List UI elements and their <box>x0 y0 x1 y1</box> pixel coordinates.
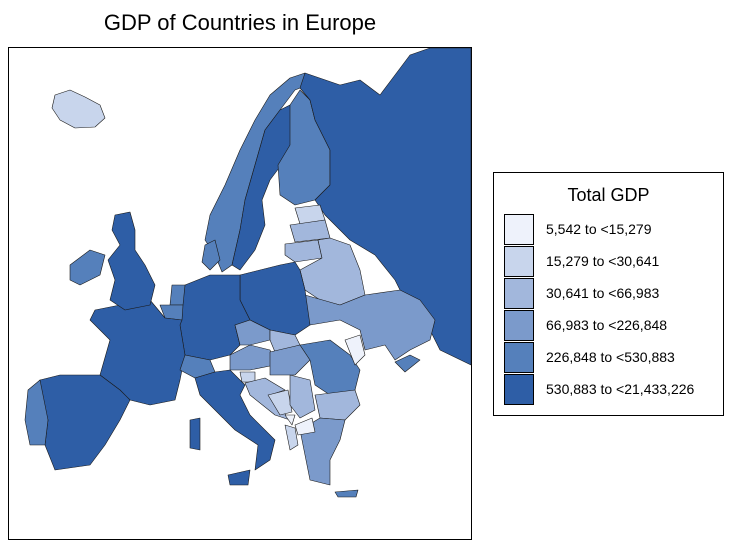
legend-label: 226,848 to <530,883 <box>546 349 675 365</box>
legend-item: 226,848 to <530,883 <box>504 341 675 373</box>
legend-swatch <box>504 309 534 341</box>
legend-item: 30,641 to <66,983 <box>504 277 659 309</box>
legend-title: Total GDP <box>567 185 650 205</box>
legend-item: 5,542 to <15,279 <box>504 213 652 245</box>
legend-label: 30,641 to <66,983 <box>546 285 660 301</box>
legend-swatch <box>504 341 534 373</box>
country <box>344 334 366 366</box>
country <box>284 239 323 263</box>
country <box>267 389 293 416</box>
country <box>394 354 421 373</box>
legend-label: 5,542 to <15,279 <box>546 221 652 237</box>
legend-label: 530,883 to <21,433,226 <box>546 381 695 397</box>
country <box>229 344 276 371</box>
country <box>304 289 436 361</box>
legend-label: 66,983 to <226,848 <box>546 317 668 333</box>
country <box>299 417 346 486</box>
country <box>284 414 296 426</box>
country <box>39 374 131 471</box>
country <box>89 299 186 406</box>
country <box>169 284 186 306</box>
country <box>51 89 106 129</box>
country <box>69 249 106 286</box>
legend-swatch <box>504 245 534 277</box>
legend-swatch <box>504 213 534 245</box>
legend-item: 66,983 to <226,848 <box>504 309 667 341</box>
country <box>189 417 201 451</box>
country <box>294 417 316 436</box>
country <box>269 344 311 376</box>
country <box>284 424 299 451</box>
legend-swatch <box>504 277 534 309</box>
country <box>194 369 276 471</box>
country <box>239 371 256 383</box>
country <box>24 379 49 446</box>
map-frame <box>8 47 472 540</box>
legend-item: 15,279 to <30,641 <box>504 245 659 277</box>
legend-item: 530,883 to <21,433,226 <box>504 373 694 405</box>
map-title: GDP of Countries in Europe <box>103 10 377 35</box>
country <box>289 374 316 419</box>
legend: Total GDP 5,542 to <15,279 15,279 to <30… <box>493 172 724 416</box>
legend-label: 15,279 to <30,641 <box>546 253 660 269</box>
country <box>179 274 251 361</box>
country <box>107 211 156 311</box>
country <box>201 239 221 271</box>
country <box>314 389 361 421</box>
country <box>227 469 251 486</box>
legend-swatch <box>504 373 534 405</box>
country <box>334 489 359 498</box>
